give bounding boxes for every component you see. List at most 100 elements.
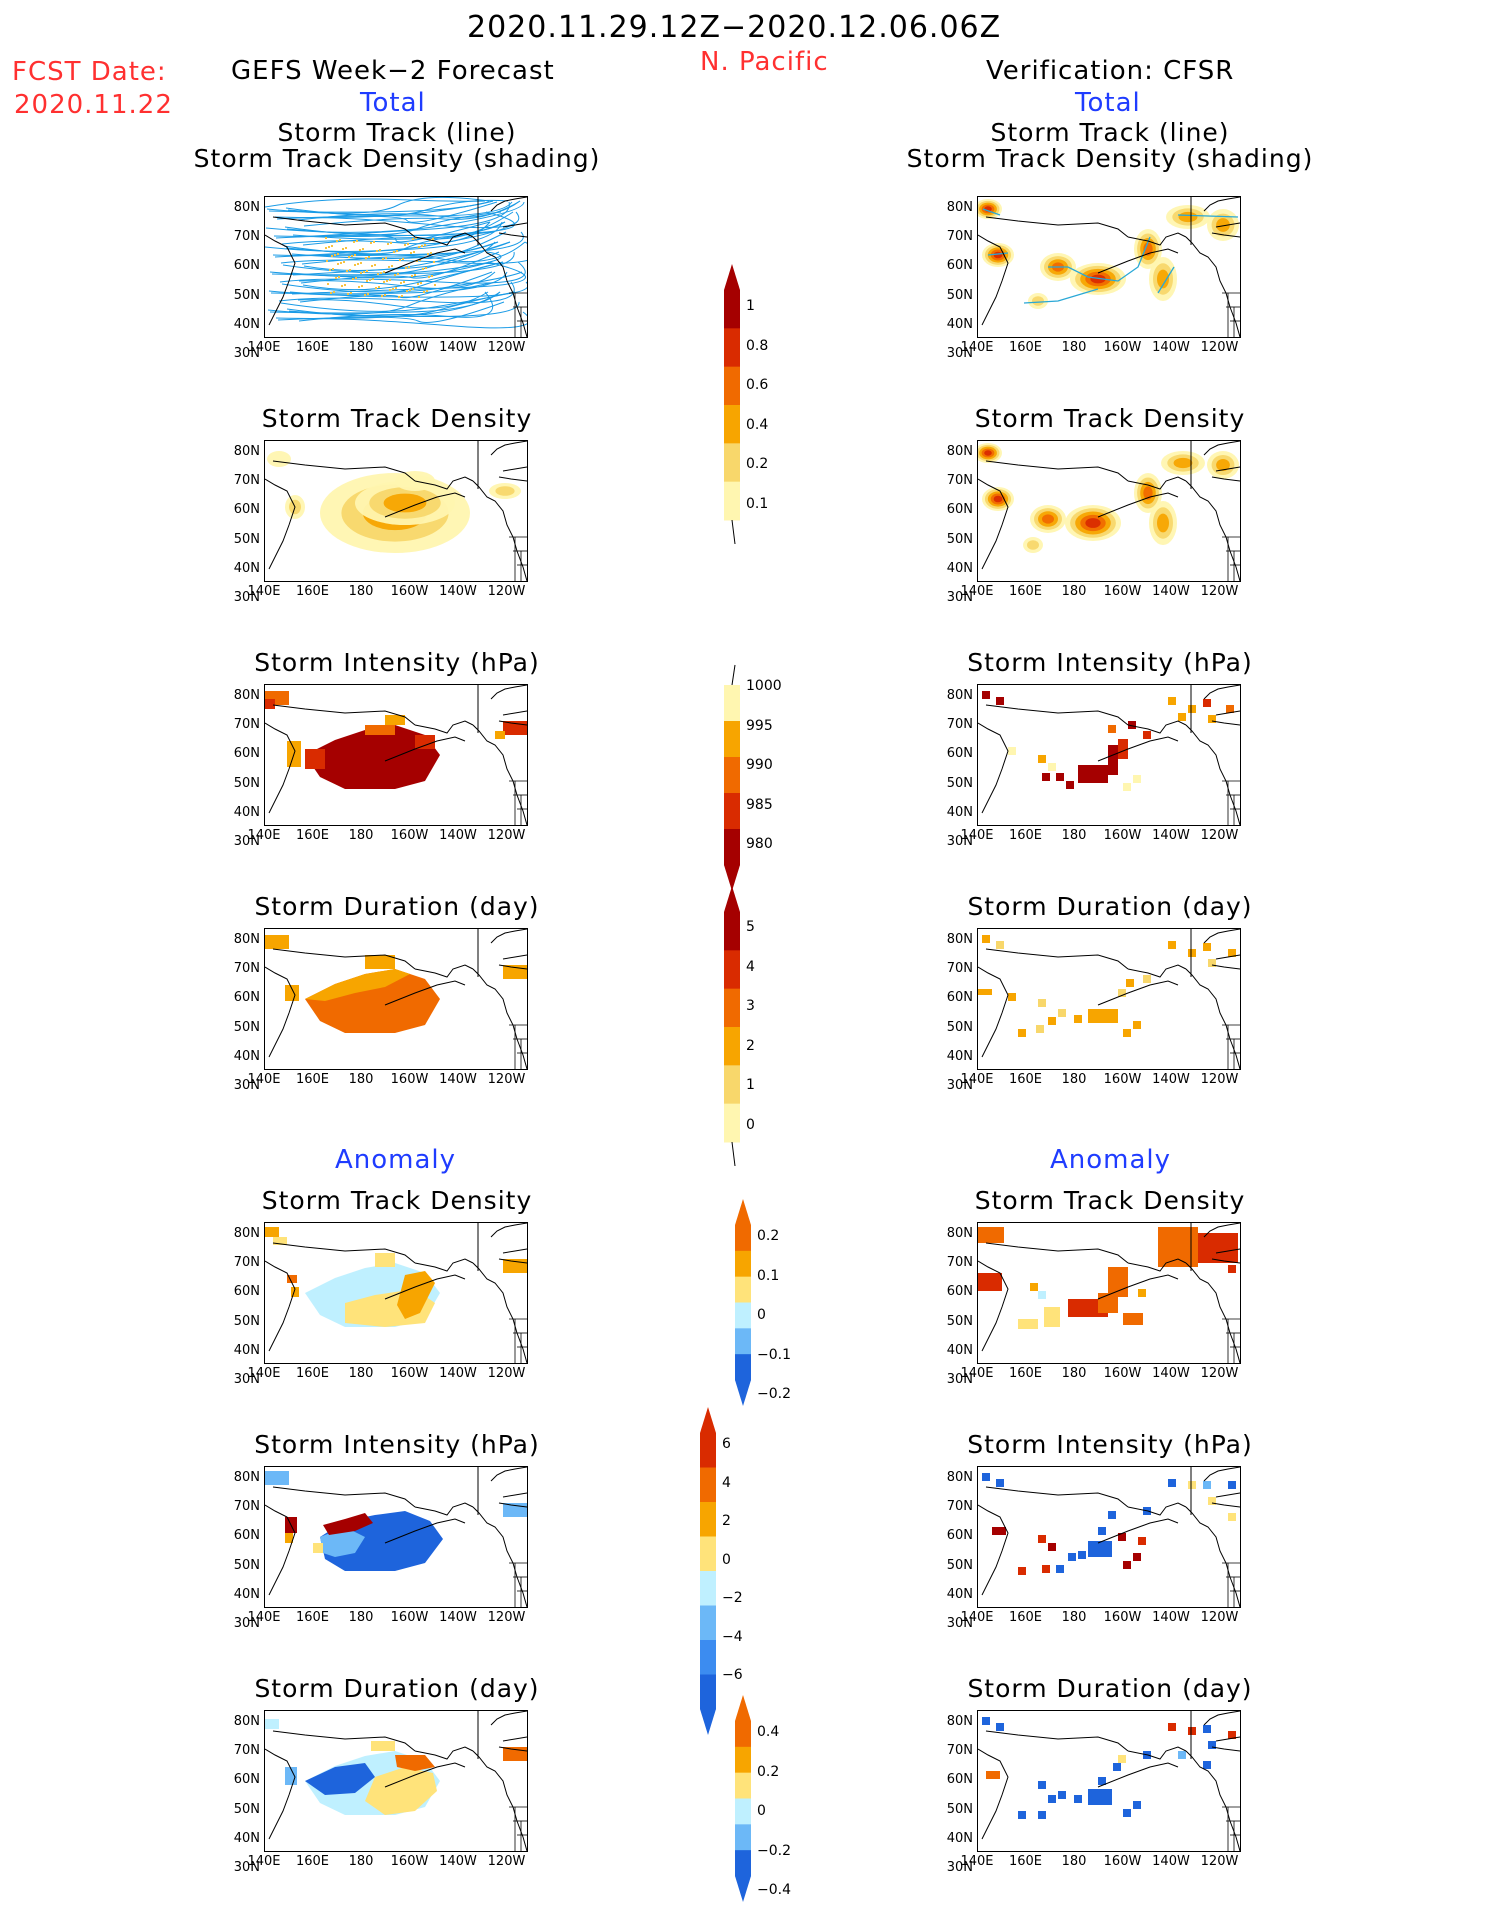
map-plot <box>978 1467 1240 1607</box>
lon-tick-label: 140W <box>439 1366 477 1381</box>
lon-tick-label: 140E <box>960 1610 994 1625</box>
colorbar-tick-label: 0 <box>757 1307 766 1323</box>
lon-tick-label: 180 <box>1061 828 1087 843</box>
lat-tick-label: 30N <box>946 1860 973 1875</box>
colorbar-tick-label: −0.2 <box>757 1842 791 1859</box>
lon-tick-label: 160E <box>1008 584 1043 599</box>
verification-map-panel <box>977 1222 1241 1364</box>
map-plot <box>265 441 527 581</box>
colorbar-tick-label: 985 <box>746 796 773 813</box>
map-plot <box>265 1711 527 1851</box>
lat-tick-label: 40N <box>233 1830 260 1846</box>
map-plot <box>265 685 527 825</box>
lat-tick-label: 80N <box>946 1470 973 1485</box>
lat-tick-label: 80N <box>946 444 973 459</box>
forecast-panel-title: Storm Intensity (hPa) <box>254 1430 540 1459</box>
verification-map-panel <box>977 684 1241 826</box>
colorbar-tick-label: 5 <box>746 919 755 935</box>
lon-tick-label: 160E <box>295 1366 330 1381</box>
lon-tick-label: 160W <box>390 1366 429 1381</box>
lat-tick-label: 30N <box>946 834 973 849</box>
forecast-map-panel <box>264 1466 528 1608</box>
forecast-panel-title: Storm Duration (day) <box>254 1674 540 1703</box>
forecast-map-panel <box>264 440 528 582</box>
colorbar-tick-label: −6 <box>722 1667 743 1683</box>
lat-tick-label: 80N <box>233 444 260 459</box>
lat-tick-label: 80N <box>233 1226 260 1241</box>
lon-tick-label: 120W <box>1200 340 1239 355</box>
lon-tick-label: 140E <box>960 1366 994 1381</box>
lat-tick-label: 50N <box>233 1019 260 1035</box>
lat-tick-label: 60N <box>233 258 260 274</box>
lat-tick-label: 40N <box>946 1342 973 1358</box>
lon-tick-label: 140W <box>439 1072 477 1087</box>
lon-tick-label: 160E <box>295 584 330 599</box>
lon-tick-label: 140W <box>439 1610 477 1625</box>
lat-tick-label: 50N <box>233 1801 260 1817</box>
lon-tick-label: 140E <box>247 1072 281 1087</box>
lon-tick-label: 140W <box>1152 1610 1190 1625</box>
lat-tick-label: 60N <box>946 990 973 1006</box>
lat-tick-label: 80N <box>233 1714 260 1729</box>
colorbar-intensity-total <box>724 659 744 903</box>
lat-tick-label: 80N <box>946 1226 973 1241</box>
lon-tick-label: 140W <box>1152 828 1190 843</box>
lat-tick-label: 70N <box>233 473 260 489</box>
lon-tick-label: 180 <box>348 1366 374 1381</box>
lat-tick-label: 80N <box>946 932 973 947</box>
forecast-panel-title: Storm Intensity (hPa) <box>254 648 540 677</box>
lon-tick-label: 120W <box>1200 584 1239 599</box>
lat-tick-label: 70N <box>233 1499 260 1515</box>
lat-tick-label: 70N <box>233 1255 260 1271</box>
colorbar-tick-label: 1 <box>746 1077 755 1093</box>
lon-tick-label: 120W <box>487 1072 526 1087</box>
verification-map-panel <box>977 928 1241 1070</box>
colorbar-tick-label: 2 <box>722 1513 731 1529</box>
lon-tick-label: 160E <box>1008 1366 1043 1381</box>
lat-tick-label: 40N <box>233 1048 260 1064</box>
lon-tick-label: 140W <box>439 584 477 599</box>
forecast-map-panel <box>264 684 528 826</box>
map-plot <box>265 1223 527 1363</box>
colorbar-tick-label: 1000 <box>746 678 782 694</box>
verification-map-panel <box>977 1710 1241 1852</box>
verification-panel-title: Storm Intensity (hPa) <box>967 1430 1253 1459</box>
lat-tick-label: 30N <box>946 590 973 605</box>
lat-tick-label: 80N <box>233 688 260 703</box>
lon-tick-label: 160W <box>1103 340 1142 355</box>
lat-tick-label: 30N <box>233 346 260 361</box>
colorbar-duration-total <box>724 886 744 1180</box>
forecast-map-panel <box>264 1710 528 1852</box>
lon-tick-label: 160E <box>1008 1610 1043 1625</box>
lat-tick-label: 40N <box>946 804 973 820</box>
lon-tick-label: 120W <box>487 340 526 355</box>
verification-map-panel <box>977 1466 1241 1608</box>
colorbar-duration-anomaly <box>735 1695 755 1914</box>
lat-tick-label: 30N <box>233 1372 260 1387</box>
colorbar-tick-label: 0.8 <box>746 337 769 354</box>
lat-tick-label: 40N <box>946 1586 973 1602</box>
lon-tick-label: 140W <box>1152 1366 1190 1381</box>
fcst-date-value: 2020.11.22 <box>14 90 173 120</box>
lon-tick-label: 180 <box>348 1854 374 1869</box>
forecast-title: GEFS Week−2 Forecast <box>231 56 555 86</box>
verification-panel-title: Storm Intensity (hPa) <box>967 648 1253 677</box>
lat-tick-label: 50N <box>233 1557 260 1573</box>
lon-tick-label: 120W <box>1200 1072 1239 1087</box>
lat-tick-label: 50N <box>233 531 260 547</box>
lon-tick-label: 160E <box>1008 1072 1043 1087</box>
colorbar-tick-label: 0.1 <box>757 1267 780 1284</box>
lon-tick-label: 120W <box>1200 1854 1239 1869</box>
lon-tick-label: 140E <box>960 340 994 355</box>
lat-tick-label: 70N <box>233 1743 260 1759</box>
verification-title: Verification: CFSR <box>986 56 1235 86</box>
lon-tick-label: 140E <box>247 340 281 355</box>
lat-tick-label: 30N <box>946 346 973 361</box>
lat-tick-label: 40N <box>233 560 260 576</box>
lon-tick-label: 160W <box>390 340 429 355</box>
lat-tick-label: 70N <box>233 229 260 245</box>
lon-tick-label: 140W <box>439 828 477 843</box>
lon-tick-label: 180 <box>1061 584 1087 599</box>
lat-tick-label: 50N <box>233 287 260 303</box>
lon-tick-label: 180 <box>348 584 374 599</box>
